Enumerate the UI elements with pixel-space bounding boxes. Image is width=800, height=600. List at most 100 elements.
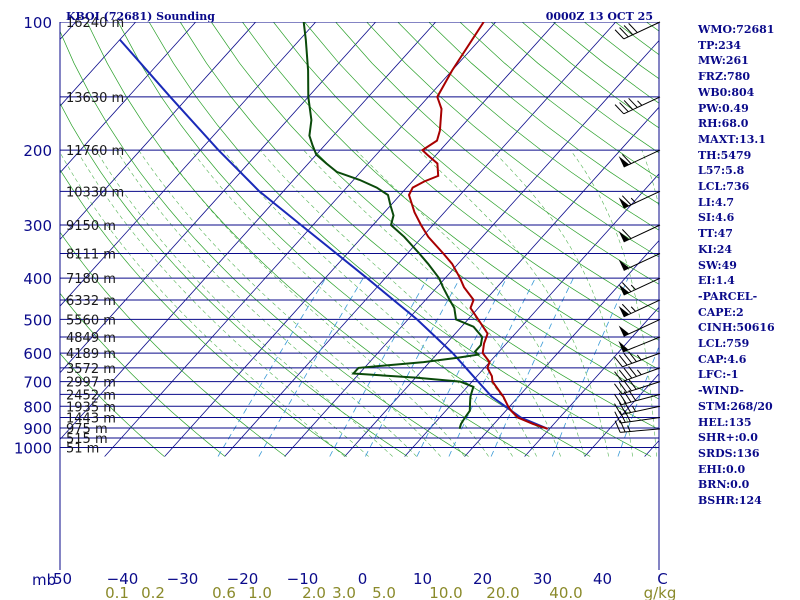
wind-barb-staff xyxy=(623,253,661,271)
index-value: LCL:759 xyxy=(698,337,750,351)
wind-barb-pennant xyxy=(618,197,630,209)
pressure-tick-label: 100 xyxy=(23,14,52,32)
moist-adiabat-line xyxy=(303,149,561,457)
wind-barb-staff xyxy=(623,190,661,209)
wind-barb-half-flag xyxy=(631,405,636,412)
index-value: RH:68.0 xyxy=(698,117,749,131)
height-level-label: 2452 m xyxy=(66,388,116,403)
index-value: LI:4.7 xyxy=(698,195,735,209)
wind-barb-flag xyxy=(619,410,626,423)
isotherm-line xyxy=(284,39,659,457)
moist-adiabat-line xyxy=(76,149,369,457)
isotherm-line xyxy=(104,22,496,457)
temperature-tick-label: 10 xyxy=(413,570,432,588)
dry-adiabat-line xyxy=(60,168,347,457)
mixing-ratio-line xyxy=(258,277,364,457)
wind-barb-flag xyxy=(618,369,628,381)
index-value: MAXT:13.1 xyxy=(698,132,766,146)
mixing-ratio-line xyxy=(448,278,536,457)
index-value: BSHR:124 xyxy=(698,494,762,508)
isotherm-line xyxy=(404,173,659,457)
index-value: EHI:0.0 xyxy=(698,462,746,476)
height-level-label: 975 m xyxy=(66,422,108,437)
wind-barb-flag xyxy=(618,402,627,414)
wind-barb-pennant xyxy=(618,340,629,353)
wind-barb-flag xyxy=(614,411,621,424)
wind-barb-staff xyxy=(623,299,661,318)
wind-barb-flag xyxy=(623,367,633,379)
index-value: LCL:736 xyxy=(698,180,750,194)
dry-adiabat-line xyxy=(60,30,469,457)
wind-barb-flag xyxy=(621,154,632,164)
dry-adiabat-line xyxy=(86,22,530,457)
pressure-tick-label: 800 xyxy=(23,398,52,416)
isotherm-line xyxy=(524,306,659,457)
wind-barb-staff xyxy=(620,405,661,416)
dewpoint-line xyxy=(302,22,484,430)
chart-time: 0000Z 13 OCT 25 xyxy=(546,10,653,23)
height-level-label: 6332 m xyxy=(66,294,116,309)
temperature-tick-label: 0 xyxy=(358,570,368,588)
wind-barb-pennant xyxy=(618,156,630,167)
dry-adiabat-line xyxy=(273,22,659,341)
moist-adiabat-line xyxy=(116,149,417,457)
wind-barb-flag xyxy=(628,378,637,390)
wind-barb-flag xyxy=(619,102,629,113)
height-level-label: 1935 m xyxy=(66,400,116,415)
mixing-ratio-label: 0.6 xyxy=(212,584,236,600)
index-value: STM:268/20 xyxy=(698,399,773,413)
wind-barb-flag xyxy=(614,356,623,368)
pressure-tick-label: 500 xyxy=(23,311,52,329)
isotherm-line xyxy=(344,106,659,457)
mixing-ratio-label: 0.1 xyxy=(105,584,129,600)
dry-adiabat-line xyxy=(211,22,659,400)
mixing-ratio-label: 0.2 xyxy=(141,584,165,600)
isotherm-line xyxy=(60,22,316,307)
wind-barb-flag xyxy=(614,420,621,433)
height-level-label: 7180 m xyxy=(66,272,116,287)
index-value: CINH:50616 xyxy=(698,321,775,335)
index-value: -WIND- xyxy=(698,384,744,398)
wind-barb-half-flag xyxy=(636,354,642,361)
dry-adiabat-line xyxy=(117,22,591,457)
index-value: HEL:135 xyxy=(698,415,752,429)
mixing-ratio-line xyxy=(551,278,629,457)
wind-barb-flag xyxy=(619,27,629,38)
dry-adiabat-line xyxy=(304,22,659,313)
wind-barb-flag xyxy=(624,410,631,422)
height-level-label: 4849 m xyxy=(66,331,116,346)
mixing-ratio-line xyxy=(617,345,659,457)
height-level-label: 51 m xyxy=(66,442,99,457)
mixing-ratio-label: 40.0 xyxy=(549,584,582,600)
height-level-label: 515 m xyxy=(66,432,108,447)
wind-barb-flag xyxy=(621,195,632,206)
wind-barb-flag xyxy=(621,229,632,239)
height-level-label: 9150 m xyxy=(66,219,116,234)
pressure-tick-label: 300 xyxy=(23,217,52,235)
wind-barb-half-flag xyxy=(630,284,636,290)
index-value: TP:234 xyxy=(698,38,742,52)
index-value: SI:4.6 xyxy=(698,211,735,225)
mixing-ratio-label: 5.0 xyxy=(372,584,396,600)
wind-barb-half-flag xyxy=(630,306,636,312)
dry-adiabat-line xyxy=(60,353,165,457)
index-value: FRZ:780 xyxy=(698,70,751,84)
wind-barb-flag xyxy=(619,420,626,433)
height-level-label: 1443 m xyxy=(66,411,116,426)
mixing-ratio-label: 2.0 xyxy=(302,584,326,600)
wind-barb-flag xyxy=(623,100,634,110)
wind-barb-staff xyxy=(623,21,661,40)
mixing-ratio-label: g/kg xyxy=(644,584,677,600)
height-level-label: 13630 m xyxy=(66,91,124,106)
wind-barb-flag xyxy=(618,354,628,366)
dry-adiabat-line xyxy=(148,22,652,457)
temperature-tick-label: −30 xyxy=(167,570,199,588)
wind-barb-flag xyxy=(621,303,632,314)
dry-adiabat-line xyxy=(60,292,226,457)
pressure-unit-label: mb xyxy=(32,571,56,589)
pressure-tick-label: 600 xyxy=(23,345,52,363)
moist-adiabat-line xyxy=(491,149,633,457)
temperature-tick-label: 50 xyxy=(53,570,72,588)
wind-barb-staff xyxy=(623,277,661,296)
mixing-ratio-label: 20.0 xyxy=(486,584,519,600)
